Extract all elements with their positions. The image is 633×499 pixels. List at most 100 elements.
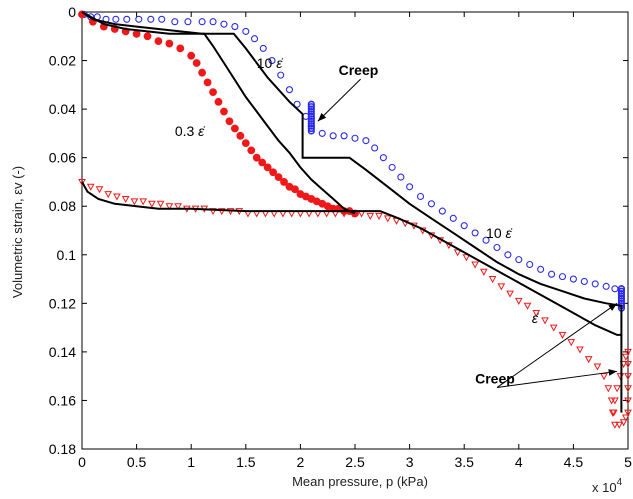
- data-point: [192, 59, 201, 67]
- data-point: [621, 414, 630, 422]
- creep-arrow-head: [608, 369, 618, 376]
- data-point: [567, 339, 576, 347]
- data-point: [541, 317, 549, 325]
- data-point: [259, 44, 267, 52]
- data-point: [611, 397, 619, 405]
- data-point: [242, 27, 250, 35]
- y-tick-label: 0: [68, 4, 76, 20]
- data-point: [526, 260, 534, 269]
- data-point: [416, 192, 425, 201]
- data-point: [252, 153, 261, 162]
- data-point: [613, 385, 621, 393]
- data-point: [580, 277, 588, 286]
- data-point: [230, 124, 239, 133]
- data-point: [548, 270, 556, 278]
- creep-label: Creep: [475, 370, 515, 386]
- data-point: [497, 283, 506, 291]
- data-point: [611, 421, 619, 429]
- data-point: [220, 107, 228, 116]
- data-point: [104, 191, 113, 199]
- data-point: [187, 51, 196, 60]
- creep-point: [307, 124, 315, 133]
- data-point: [619, 419, 628, 427]
- creep-arrow-head: [317, 113, 327, 122]
- data-point: [388, 163, 396, 171]
- data-point: [130, 198, 139, 206]
- data-point: [274, 173, 283, 181]
- data-point: [209, 88, 217, 97]
- data-point: [176, 44, 185, 53]
- data-point: [209, 18, 217, 26]
- data-point: [135, 15, 143, 23]
- data-point: [624, 348, 632, 356]
- data-point: [203, 78, 212, 87]
- data-point: [427, 200, 435, 208]
- data-point: [156, 200, 165, 208]
- creep-arrow: [496, 302, 618, 388]
- rate-annotation-value: 10: [486, 225, 505, 241]
- data-point: [449, 214, 457, 222]
- model-curve-1: [81, 11, 356, 215]
- data-point: [576, 346, 584, 354]
- data-point: [406, 183, 414, 191]
- rate-annotation-symbol: ε̇: [506, 225, 513, 241]
- data-point: [493, 243, 501, 252]
- x-tick-label: 0: [78, 454, 86, 470]
- data-point: [362, 137, 370, 145]
- data-point: [174, 203, 182, 211]
- data-point: [165, 203, 174, 211]
- data-point: [558, 331, 567, 339]
- data-point: [615, 421, 624, 429]
- data-point: [121, 195, 130, 203]
- x-axis-label: Mean pressure, p (kPa): [292, 474, 428, 489]
- data-point: [293, 100, 301, 108]
- data-point: [471, 261, 479, 269]
- data-point: [241, 139, 250, 148]
- data-point: [198, 68, 207, 77]
- data-point: [258, 158, 267, 167]
- data-point: [351, 134, 359, 142]
- data-point: [602, 282, 610, 290]
- x-tick-label: 3: [406, 454, 414, 470]
- data-point: [624, 361, 632, 369]
- data-point: [514, 297, 523, 305]
- data-point: [277, 71, 285, 79]
- data-point: [366, 212, 375, 220]
- data-point: [318, 129, 326, 137]
- x-tick-label: 1: [187, 454, 195, 470]
- data-point: [231, 23, 239, 31]
- x-multiplier: x 104: [592, 477, 623, 495]
- data-point: [504, 251, 512, 259]
- data-point: [209, 208, 217, 216]
- data-point: [482, 236, 490, 244]
- x-tick-label: 2.5: [345, 454, 365, 470]
- data-point: [600, 373, 608, 381]
- rate-annotation-symbol: ε̇: [532, 310, 539, 326]
- data-point: [523, 302, 532, 310]
- rate-annotation: 0.3 ε̇: [175, 123, 206, 139]
- data-point: [375, 212, 383, 220]
- x-tick-label: 0.5: [127, 454, 147, 470]
- data-point: [132, 29, 141, 38]
- data-point: [569, 275, 577, 283]
- data-point: [236, 131, 245, 140]
- data-point: [269, 168, 278, 177]
- y-tick-label: 0.16: [49, 392, 76, 408]
- data-point: [480, 268, 488, 276]
- data-point: [624, 373, 632, 381]
- data-point: [143, 32, 152, 41]
- data-point: [471, 229, 479, 237]
- data-point: [624, 409, 632, 417]
- data-point: [537, 265, 545, 273]
- data-point: [558, 273, 567, 281]
- data-point: [515, 256, 523, 264]
- rate-annotation: 10 ε̇: [486, 225, 513, 241]
- data-point: [198, 18, 206, 26]
- x-tick-label: 4: [515, 454, 523, 470]
- y-tick-label: 0.18: [49, 441, 76, 457]
- x-tick-label: 5: [624, 454, 632, 470]
- data-point: [247, 146, 256, 155]
- x-multiplier-base: x 10: [592, 480, 617, 495]
- model-curve-0: [81, 11, 623, 335]
